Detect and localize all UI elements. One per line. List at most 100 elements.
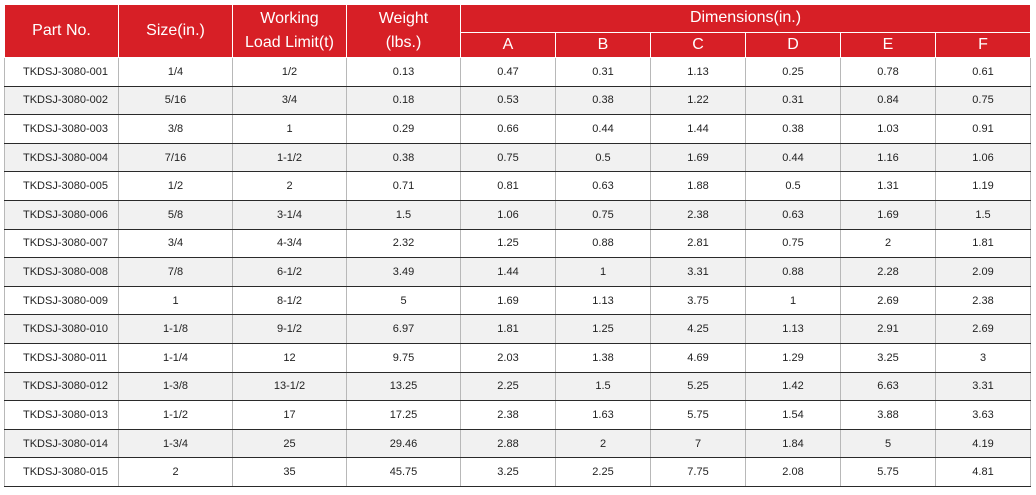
dim-d-cell: 0.5	[745, 171, 841, 201]
dim-c-cell: 1.69	[650, 143, 746, 173]
dim-d-cell: 0.44	[745, 143, 841, 173]
wll-cell: 25	[232, 429, 347, 459]
header-dim-b: B	[555, 31, 651, 59]
dim-f-cell: 2.09	[934, 257, 1032, 287]
part-no-cell: TKDSJ-3080-013	[4, 400, 119, 430]
dim-c-cell: 5.75	[650, 400, 746, 430]
dim-d-cell: 2.08	[745, 457, 841, 487]
part-no-cell: TKDSJ-3080-012	[4, 372, 119, 402]
dim-f-cell: 1.06	[934, 143, 1032, 173]
header-dim-c: C	[650, 31, 746, 59]
dim-b-cell: 0.38	[555, 86, 651, 116]
dim-c-cell: 2.81	[650, 229, 746, 259]
dim-c-cell: 7	[650, 429, 746, 459]
size-cell: 1-1/2	[118, 400, 233, 430]
wll-cell: 1	[232, 114, 347, 144]
dim-d-cell: 1	[745, 286, 841, 316]
dim-f-cell: 4.81	[934, 457, 1032, 487]
header-dim-e: E	[840, 31, 936, 59]
dim-b-cell: 1.5	[555, 372, 651, 402]
dim-c-cell: 1.22	[650, 86, 746, 116]
wll-cell: 13-1/2	[232, 372, 347, 402]
spec-table-container: Part No. Size(in.) Working Load Limit(t)…	[4, 4, 1032, 487]
dim-f-cell: 1.19	[934, 171, 1032, 201]
size-cell: 7/8	[118, 257, 233, 287]
dim-f-cell: 0.91	[934, 114, 1032, 144]
dim-a-cell: 0.47	[460, 57, 556, 87]
dim-a-cell: 1.25	[460, 229, 556, 259]
part-no-cell: TKDSJ-3080-009	[4, 286, 119, 316]
table-row: TKDSJ-3080-015 2 35 45.75 3.25 2.25 7.75 2.08 5.…	[4, 457, 1032, 487]
dim-d-cell: 1.42	[745, 372, 841, 402]
table-row: TKDSJ-3080-002 5/16 3/4 0.18 0.53 0.38 1.22 0.3…	[4, 86, 1032, 116]
table-row: TKDSJ-3080-014 1-3/4 25 29.46 2.88 2 7 1.84 5 4.1…	[4, 429, 1032, 459]
weight-cell: 0.13	[346, 57, 461, 87]
weight-cell: 29.46	[346, 429, 461, 459]
dim-e-cell: 1.03	[840, 114, 936, 144]
dim-b-cell: 2.25	[555, 457, 651, 487]
size-cell: 2	[118, 457, 233, 487]
part-no-cell: TKDSJ-3080-001	[4, 57, 119, 87]
dim-f-cell: 3.31	[934, 372, 1032, 402]
dim-c-cell: 4.25	[650, 314, 746, 344]
table-body: TKDSJ-3080-001 1/4 1/2 0.13 0.47 0.31 1.13 0.25…	[4, 57, 1032, 487]
dim-e-cell: 2.28	[840, 257, 936, 287]
size-cell: 1-3/4	[118, 429, 233, 459]
dim-f-cell: 2.69	[934, 314, 1032, 344]
header-working-load-limit: Working Load Limit(t)	[232, 4, 347, 58]
wll-cell: 2	[232, 171, 347, 201]
table-header: Part No. Size(in.) Working Load Limit(t)…	[4, 4, 1032, 59]
dim-a-cell: 2.25	[460, 372, 556, 402]
dim-e-cell: 5	[840, 429, 936, 459]
part-no-cell: TKDSJ-3080-008	[4, 257, 119, 287]
size-cell: 1-1/4	[118, 343, 233, 373]
wll-cell: 35	[232, 457, 347, 487]
wll-cell: 1-1/2	[232, 143, 347, 173]
table-row: TKDSJ-3080-003 3/8 1 0.29 0.66 0.44 1.44 0.38 1.…	[4, 114, 1032, 144]
table-row: TKDSJ-3080-009 1 8-1/2 5 1.69 1.13 3.75 1 2.69 2.…	[4, 286, 1032, 316]
dim-f-cell: 3	[934, 343, 1032, 373]
part-no-cell: TKDSJ-3080-015	[4, 457, 119, 487]
part-no-cell: TKDSJ-3080-002	[4, 86, 119, 116]
dim-a-cell: 0.75	[460, 143, 556, 173]
dim-f-cell: 2.38	[934, 286, 1032, 316]
header-wll-line1: Working	[260, 10, 319, 27]
wll-cell: 4-3/4	[232, 229, 347, 259]
dim-e-cell: 1.31	[840, 171, 936, 201]
weight-cell: 1.5	[346, 200, 461, 230]
dim-b-cell: 2	[555, 429, 651, 459]
size-cell: 1/2	[118, 171, 233, 201]
table-row: TKDSJ-3080-012 1-3/8 13-1/2 13.25 2.25 1.5 5.2…	[4, 372, 1032, 402]
dim-b-cell: 1.13	[555, 286, 651, 316]
header-wll-line2: Load Limit(t)	[245, 34, 334, 51]
dim-d-cell: 0.31	[745, 86, 841, 116]
dim-a-cell: 2.88	[460, 429, 556, 459]
part-no-cell: TKDSJ-3080-010	[4, 314, 119, 344]
dim-a-cell: 1.44	[460, 257, 556, 287]
dim-b-cell: 0.31	[555, 57, 651, 87]
dim-e-cell: 0.84	[840, 86, 936, 116]
header-weight-line2: (lbs.)	[385, 34, 422, 51]
part-no-cell: TKDSJ-3080-014	[4, 429, 119, 459]
weight-cell: 9.75	[346, 343, 461, 373]
weight-cell: 0.29	[346, 114, 461, 144]
weight-cell: 17.25	[346, 400, 461, 430]
table-row: TKDSJ-3080-010 1-1/8 9-1/2 6.97 1.81 1.25 4.25…	[4, 314, 1032, 344]
wll-cell: 8-1/2	[232, 286, 347, 316]
dim-d-cell: 1.84	[745, 429, 841, 459]
dim-e-cell: 6.63	[840, 372, 936, 402]
dim-c-cell: 3.31	[650, 257, 746, 287]
dim-a-cell: 1.69	[460, 286, 556, 316]
dim-d-cell: 0.38	[745, 114, 841, 144]
dim-f-cell: 4.19	[934, 429, 1032, 459]
weight-cell: 5	[346, 286, 461, 316]
size-cell: 1	[118, 286, 233, 316]
dim-e-cell: 2	[840, 229, 936, 259]
part-no-cell: TKDSJ-3080-011	[4, 343, 119, 373]
wll-cell: 3-1/4	[232, 200, 347, 230]
table-row: TKDSJ-3080-007 3/4 4-3/4 2.32 1.25 0.88 2.81 0.…	[4, 229, 1032, 259]
table-row: TKDSJ-3080-013 1-1/2 17 17.25 2.38 1.63 5.75 1.…	[4, 400, 1032, 430]
size-cell: 3/4	[118, 229, 233, 259]
dim-b-cell: 0.44	[555, 114, 651, 144]
dim-d-cell: 1.54	[745, 400, 841, 430]
